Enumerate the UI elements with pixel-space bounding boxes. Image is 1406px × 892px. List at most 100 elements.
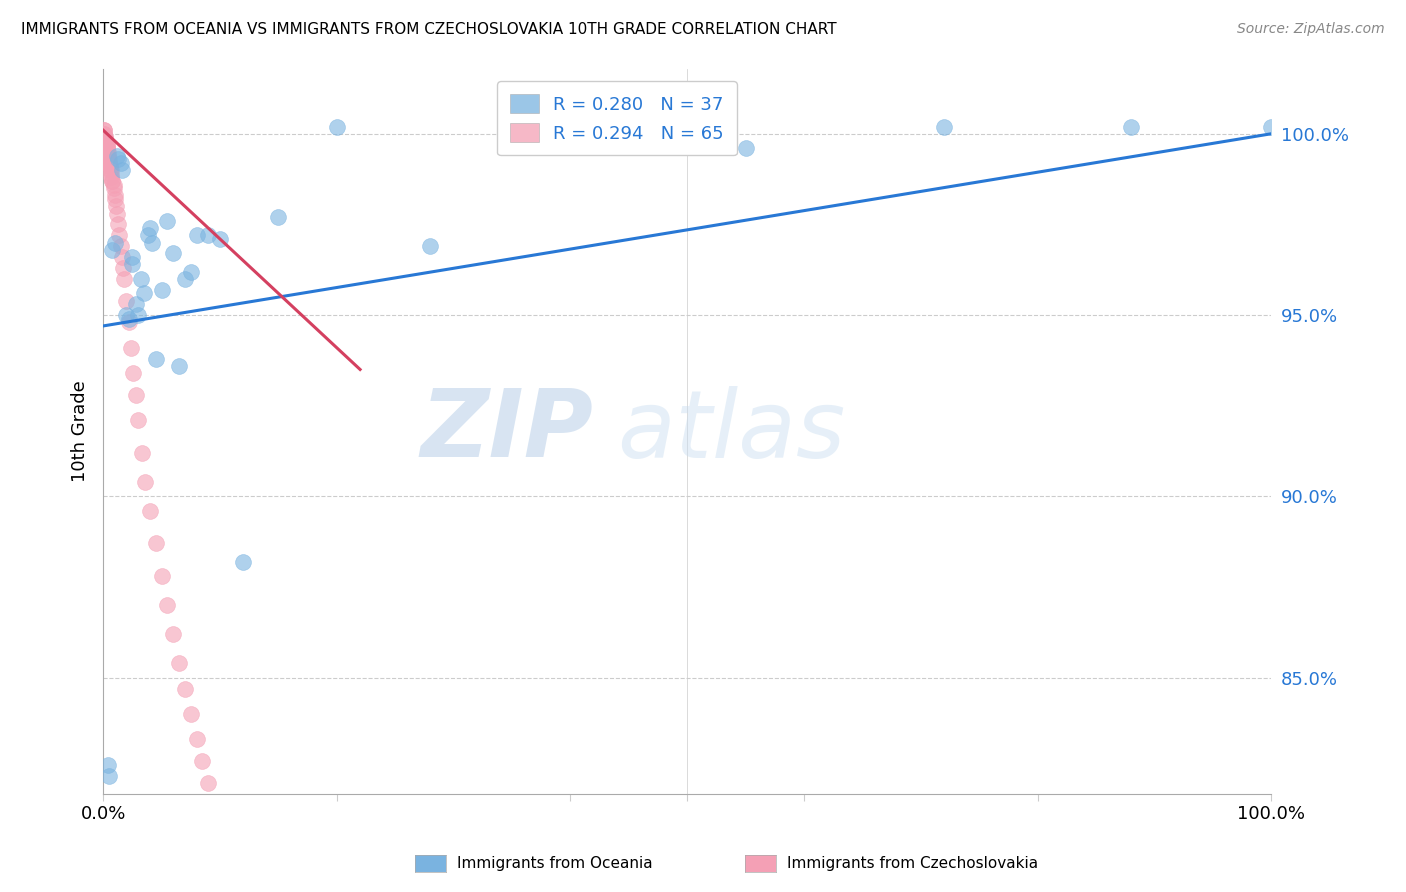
Point	[197, 228, 219, 243]
Point	[156, 214, 179, 228]
Point	[96, 141, 118, 155]
Point	[104, 188, 127, 202]
Point	[162, 627, 184, 641]
Point	[111, 260, 134, 275]
Point	[325, 120, 347, 134]
Point	[101, 174, 124, 188]
Point	[98, 156, 121, 170]
Point	[93, 130, 115, 145]
Point	[173, 681, 195, 696]
Point	[1119, 120, 1142, 134]
Point	[105, 148, 128, 162]
Point	[131, 446, 153, 460]
Point	[97, 148, 120, 162]
Point	[180, 264, 202, 278]
Point	[162, 246, 184, 260]
Point	[110, 156, 132, 170]
Point	[121, 257, 143, 271]
Point	[197, 776, 219, 790]
Point	[98, 768, 121, 782]
Text: IMMIGRANTS FROM OCEANIA VS IMMIGRANTS FROM CZECHOSLOVAKIA 10TH GRADE CORRELATION: IMMIGRANTS FROM OCEANIA VS IMMIGRANTS FR…	[21, 22, 837, 37]
Point	[132, 286, 155, 301]
Point	[100, 170, 122, 185]
Point	[105, 206, 128, 220]
Point	[111, 250, 134, 264]
Text: ZIP: ZIP	[420, 385, 593, 477]
Point	[96, 137, 118, 152]
Text: Immigrants from Czechoslovakia: Immigrants from Czechoslovakia	[787, 856, 1039, 871]
Point	[232, 870, 254, 884]
Point	[104, 192, 127, 206]
Text: Source: ZipAtlas.com: Source: ZipAtlas.com	[1237, 22, 1385, 37]
Point	[93, 127, 115, 141]
Point	[167, 656, 190, 670]
Point	[94, 134, 117, 148]
Point	[167, 359, 190, 373]
Point	[232, 555, 254, 569]
Point	[267, 210, 290, 224]
Point	[103, 181, 125, 195]
Point	[150, 569, 173, 583]
Point	[734, 141, 756, 155]
Point	[97, 757, 120, 772]
Point	[110, 239, 132, 253]
Point	[93, 127, 115, 141]
Point	[96, 145, 118, 159]
Point	[173, 272, 195, 286]
Point	[121, 250, 143, 264]
Point	[96, 137, 118, 152]
Point	[112, 272, 135, 286]
Point	[127, 413, 149, 427]
Point	[100, 163, 122, 178]
Point	[97, 145, 120, 159]
Point	[104, 199, 127, 213]
Point	[120, 341, 142, 355]
Point	[98, 160, 121, 174]
Point	[208, 232, 231, 246]
Point	[139, 504, 162, 518]
Point	[96, 141, 118, 155]
Point	[932, 120, 955, 134]
Point	[94, 137, 117, 152]
Point	[108, 228, 131, 243]
Point	[98, 156, 121, 170]
Point	[98, 152, 121, 166]
Point	[145, 351, 167, 366]
Point	[186, 228, 208, 243]
Point	[93, 123, 115, 137]
Point	[136, 228, 159, 243]
Point	[107, 152, 129, 166]
Point	[156, 598, 179, 612]
Point	[127, 308, 149, 322]
Point	[111, 163, 134, 178]
Point	[97, 152, 120, 166]
Point	[94, 130, 117, 145]
Point	[122, 366, 145, 380]
Text: Immigrants from Oceania: Immigrants from Oceania	[457, 856, 652, 871]
Point	[118, 311, 141, 326]
Point	[191, 754, 214, 768]
Point	[104, 235, 127, 250]
Text: atlas: atlas	[617, 385, 845, 476]
Point	[125, 388, 148, 402]
Point	[107, 218, 129, 232]
Point	[186, 732, 208, 747]
Point	[103, 178, 125, 192]
Point	[101, 174, 124, 188]
Point	[208, 815, 231, 830]
Point	[98, 163, 121, 178]
Point	[141, 235, 163, 250]
Point	[180, 706, 202, 721]
Point	[125, 297, 148, 311]
Point	[93, 123, 115, 137]
Point	[115, 293, 138, 308]
Point	[101, 243, 124, 257]
Point	[118, 315, 141, 329]
Y-axis label: 10th Grade: 10th Grade	[72, 380, 89, 482]
Point	[1260, 120, 1282, 134]
Point	[94, 134, 117, 148]
Point	[419, 239, 441, 253]
Point	[98, 160, 121, 174]
Point	[139, 221, 162, 235]
Point	[100, 167, 122, 181]
